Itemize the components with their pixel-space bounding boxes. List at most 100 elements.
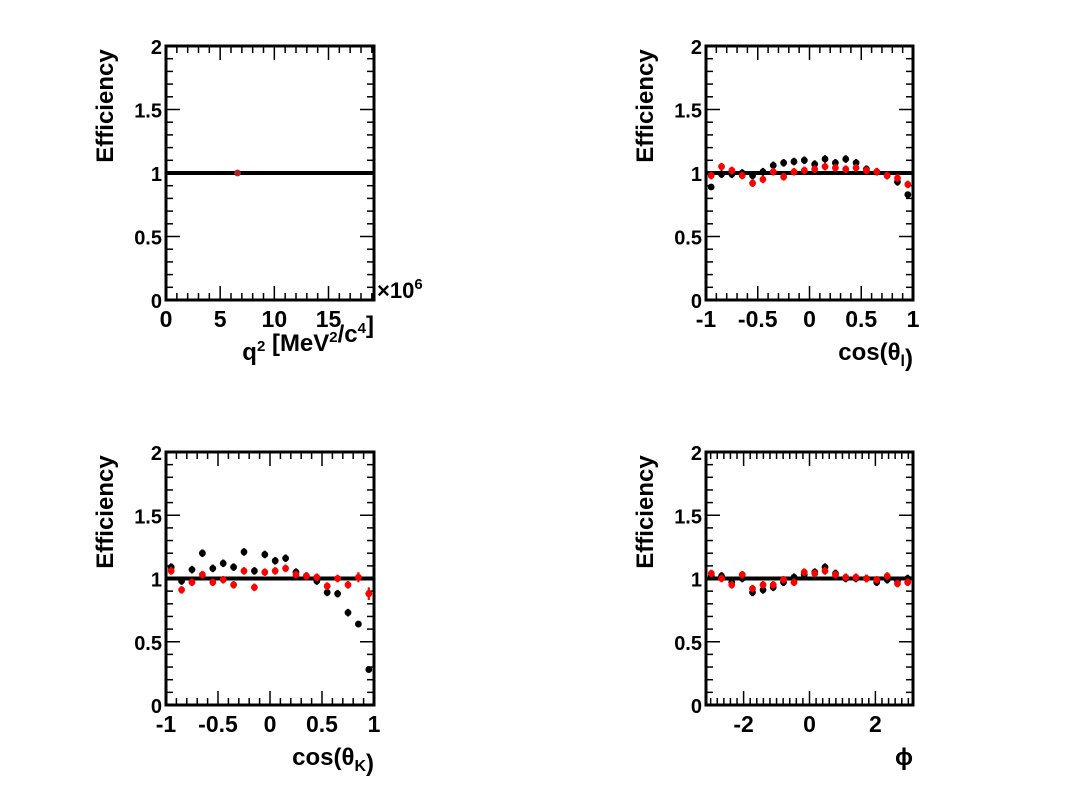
marker bbox=[344, 581, 352, 589]
x-tick-label: 1 bbox=[368, 711, 381, 737]
data-point-red bbox=[323, 582, 331, 590]
data-point-red bbox=[800, 568, 808, 576]
marker bbox=[209, 564, 217, 572]
marker bbox=[852, 164, 860, 172]
data-point-red bbox=[230, 581, 238, 589]
y-tick-label: 0 bbox=[151, 696, 162, 718]
data-point-red bbox=[167, 567, 175, 575]
data-point-red bbox=[904, 180, 912, 189]
data-point-red bbox=[883, 171, 891, 180]
y-axis-label: Efficiency bbox=[92, 455, 119, 569]
marker bbox=[852, 159, 860, 167]
marker bbox=[780, 576, 787, 584]
chart-phi: -2 0 2 0 0.5 1 1.5 2 Efficiency ϕ bbox=[632, 443, 915, 771]
data-point-red bbox=[282, 564, 289, 573]
data-point-red bbox=[842, 165, 850, 173]
data-point-black bbox=[251, 567, 258, 575]
data-point-black bbox=[821, 155, 829, 163]
data-point-black bbox=[707, 183, 715, 191]
marker bbox=[883, 572, 891, 580]
marker bbox=[707, 183, 715, 191]
x-axis-label: cos(θl) bbox=[838, 339, 913, 372]
data-point-red bbox=[240, 567, 248, 575]
marker bbox=[707, 172, 715, 179]
marker bbox=[365, 590, 373, 598]
data-point-red bbox=[811, 569, 819, 578]
y-tick-label: 2 bbox=[691, 37, 702, 59]
y-tick-label: 1.5 bbox=[134, 506, 162, 528]
marker bbox=[821, 163, 829, 171]
y-ticks bbox=[166, 45, 374, 301]
marker bbox=[852, 573, 860, 581]
data-point-black bbox=[261, 550, 269, 559]
data-point-black bbox=[344, 608, 352, 617]
y-tick-label: 0.5 bbox=[134, 228, 162, 250]
y-axis-label: Efficiency bbox=[92, 49, 119, 163]
marker bbox=[759, 168, 767, 176]
y-tick-label: 0 bbox=[691, 696, 702, 718]
data-point-red bbox=[251, 583, 258, 592]
data-point-black bbox=[718, 170, 725, 179]
data-point-red bbox=[894, 174, 901, 182]
series-red bbox=[707, 162, 912, 189]
chart-costk: -1 -0.5 0 0.5 1 0 0.5 1 1.5 2 Efficiency cos(θK) bbox=[92, 443, 381, 777]
data-point-red bbox=[894, 579, 901, 588]
data-point-black bbox=[188, 565, 196, 574]
marker bbox=[811, 160, 819, 168]
marker bbox=[842, 573, 850, 581]
x-tick-label: -0.5 bbox=[198, 711, 238, 737]
data-point-red bbox=[780, 173, 788, 181]
marker bbox=[271, 567, 279, 575]
data-point-black bbox=[219, 559, 227, 568]
y-tick-label: 0.5 bbox=[134, 633, 162, 655]
x-tick-label: -0.5 bbox=[738, 306, 778, 332]
data-point-black bbox=[355, 620, 362, 628]
marker bbox=[759, 581, 767, 589]
data-point-red bbox=[769, 581, 777, 589]
marker bbox=[219, 559, 227, 567]
data-point-red bbox=[832, 570, 839, 579]
x-tick-label: -1 bbox=[696, 306, 717, 332]
marker bbox=[355, 573, 362, 581]
marker bbox=[759, 586, 767, 594]
marker bbox=[292, 571, 300, 579]
y-tick-label: 0.5 bbox=[674, 228, 702, 250]
data-point-red bbox=[365, 587, 373, 601]
data-point-red bbox=[738, 171, 746, 180]
marker bbox=[873, 576, 881, 584]
y-tick-label: 0 bbox=[691, 291, 702, 313]
data-point-red bbox=[842, 573, 850, 582]
y-tick-label: 1 bbox=[151, 570, 162, 592]
marker bbox=[261, 568, 269, 576]
data-point-red bbox=[811, 165, 819, 173]
data-point-red bbox=[821, 567, 829, 575]
x-ticks bbox=[705, 46, 914, 300]
marker bbox=[282, 554, 289, 562]
marker bbox=[831, 159, 839, 167]
marker bbox=[800, 568, 808, 576]
marker bbox=[749, 172, 756, 179]
y-tick-label: 1 bbox=[691, 164, 702, 186]
marker bbox=[842, 165, 850, 173]
x-tick-label: -2 bbox=[733, 711, 753, 737]
data-point-red bbox=[344, 581, 352, 589]
marker bbox=[313, 573, 321, 581]
data-point-black bbox=[842, 155, 850, 163]
x-tick-label: 0 bbox=[803, 306, 816, 332]
data-point-red bbox=[178, 586, 186, 594]
marker bbox=[271, 557, 279, 565]
marker bbox=[718, 575, 725, 582]
marker bbox=[209, 578, 217, 586]
y-tick-label: 0 bbox=[151, 291, 162, 313]
marker bbox=[167, 567, 175, 575]
marker bbox=[800, 167, 808, 174]
data-point-red bbox=[355, 572, 362, 583]
marker bbox=[790, 168, 798, 176]
y-tick-label: 1 bbox=[691, 570, 702, 592]
data-point-black bbox=[199, 549, 206, 557]
data-point-black bbox=[334, 589, 341, 598]
marker bbox=[251, 583, 258, 591]
marker bbox=[334, 575, 341, 582]
data-point-red bbox=[292, 570, 300, 579]
marker bbox=[832, 571, 839, 579]
